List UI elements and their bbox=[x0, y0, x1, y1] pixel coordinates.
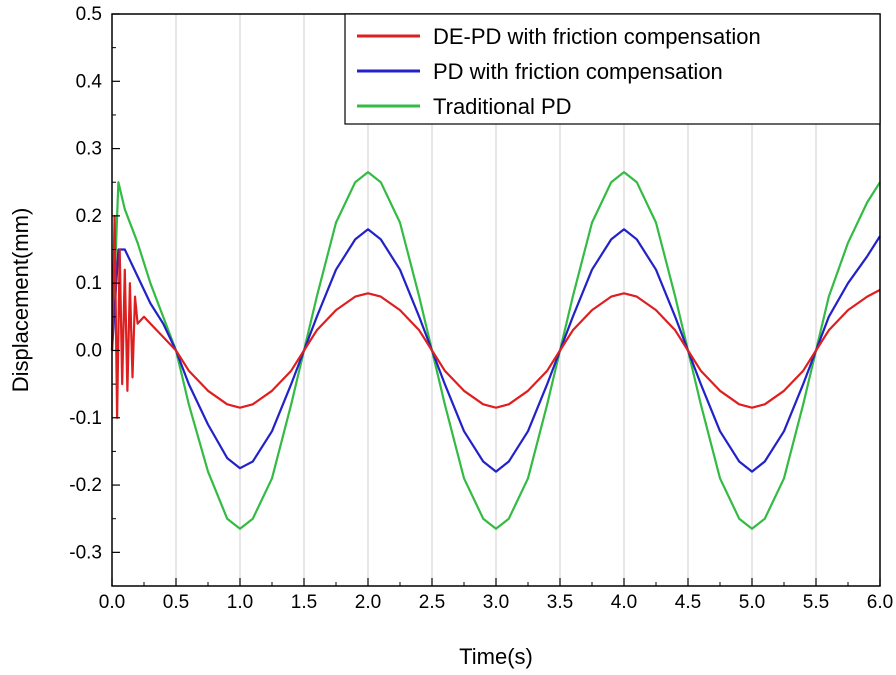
series-line-1 bbox=[110, 228, 881, 473]
series-line-0 bbox=[110, 214, 881, 419]
y-axis-label: Displacement(mm) bbox=[8, 208, 33, 393]
x-tick-label: 0.0 bbox=[99, 592, 125, 613]
series-line-2 bbox=[110, 171, 881, 530]
x-tick-label: 1.5 bbox=[291, 592, 317, 613]
y-tick-label: 0.1 bbox=[76, 273, 102, 294]
x-tick-label: 2.5 bbox=[419, 592, 445, 613]
x-tick-label: 4.5 bbox=[675, 592, 701, 613]
y-tick-label: 0.0 bbox=[76, 340, 102, 361]
y-tick-label: -0.3 bbox=[69, 542, 102, 563]
y-tick-label: 0.5 bbox=[76, 4, 102, 25]
x-tick-label: 1.0 bbox=[227, 592, 253, 613]
y-tick-label: 0.3 bbox=[76, 139, 102, 160]
legend: DE-PD with friction compensation PD with … bbox=[344, 13, 881, 125]
y-tick-label: -0.1 bbox=[69, 408, 102, 429]
x-tick-label: 5.0 bbox=[739, 592, 765, 613]
y-tick-label: 0.2 bbox=[76, 206, 102, 227]
axis-ticks: 0.0 0.5 1.0 1.5 2.0 2.5 3.0 3.5 4.0 4.5 5.0 5.5 6.0 -… bbox=[69, 4, 893, 613]
y-tick-label: 0.4 bbox=[76, 71, 103, 92]
x-tick-label: 0.5 bbox=[163, 592, 189, 613]
x-tick-label: 5.5 bbox=[803, 592, 829, 613]
series-lines bbox=[110, 171, 881, 530]
legend-box bbox=[344, 13, 881, 125]
x-tick-label: 4.0 bbox=[611, 592, 637, 613]
y-tick-label: -0.2 bbox=[69, 475, 102, 496]
legend-label: PD with friction compensation bbox=[433, 59, 723, 84]
legend-label: Traditional PD bbox=[433, 94, 572, 119]
x-tick-label: 3.5 bbox=[547, 592, 573, 613]
x-tick-label: 6.0 bbox=[867, 592, 893, 613]
legend-label: DE-PD with friction compensation bbox=[433, 24, 761, 49]
x-tick-label: 3.0 bbox=[483, 592, 509, 613]
x-axis-label: Time(s) bbox=[459, 644, 533, 669]
x-tick-label: 2.0 bbox=[355, 592, 381, 613]
